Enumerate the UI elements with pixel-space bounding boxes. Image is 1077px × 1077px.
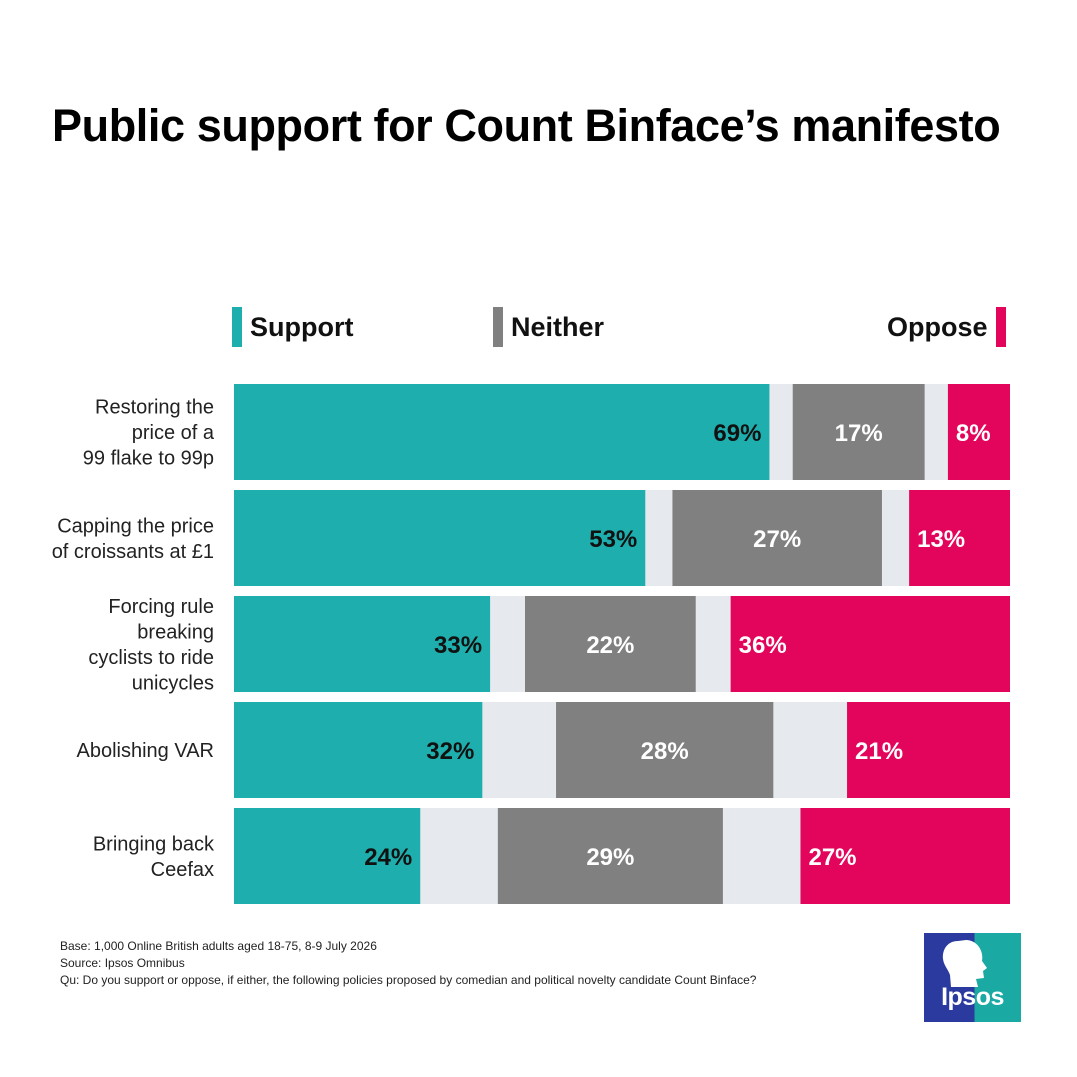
legend-neither-label: Neither [511, 311, 605, 342]
bar-support [234, 384, 770, 480]
data-label-support: 33% [434, 632, 482, 659]
data-label-neither: 22% [586, 632, 634, 659]
category-label: Abolishing VAR [77, 740, 214, 762]
bar-support [234, 490, 646, 586]
bar-neither [497, 808, 723, 904]
bar-neither [525, 596, 696, 692]
legend-support-label: Support [250, 311, 354, 342]
legend-oppose-swatch [995, 307, 1006, 347]
category-label: Bringing back Ceefax [93, 833, 215, 881]
bar-oppose [847, 702, 1010, 798]
footnote-question: Qu: Do you support or oppose, if either,… [60, 973, 757, 987]
data-label-neither: 29% [586, 844, 634, 871]
data-label-support: 53% [589, 526, 637, 553]
data-label-support: 69% [713, 420, 761, 447]
ipsos-head-icon [942, 940, 987, 987]
legend-oppose: Oppose [887, 307, 1006, 347]
bar-neither [672, 490, 882, 586]
bar-oppose [800, 808, 1010, 904]
legend-neither: Neither [493, 307, 604, 347]
bar-oppose [909, 490, 1010, 586]
data-label-oppose: 21% [855, 738, 903, 765]
bar-neither [556, 702, 774, 798]
data-label-support: 24% [364, 844, 412, 871]
legend-oppose-label: Oppose [887, 311, 988, 342]
data-label-neither: 28% [641, 738, 689, 765]
bar-support [234, 808, 421, 904]
footnote-base: Base: 1,000 Online British adults aged 1… [60, 939, 377, 953]
category-label: Capping the price of croissants at £1 [52, 515, 214, 563]
data-label-neither: 17% [835, 420, 883, 447]
legend-support-swatch [232, 307, 242, 347]
data-label-oppose: 13% [917, 526, 965, 553]
category-label: Restoring the price of a 99 flake to 99p [83, 397, 215, 470]
data-label-oppose: 36% [739, 632, 787, 659]
bar-support [234, 702, 483, 798]
footnotes: Base: 1,000 Online British adults aged 1… [60, 938, 756, 989]
footnote-source: Source: Ipsos Omnibus [60, 956, 185, 970]
bar-neither [792, 384, 925, 480]
bar-oppose [730, 596, 1010, 692]
category-label: Forcing rule breaking cyclists to ride unic… [88, 596, 214, 695]
legend-support: Support [232, 307, 353, 347]
legend-neither-swatch [493, 307, 503, 347]
data-label-oppose: 8% [956, 420, 991, 447]
data-label-support: 32% [426, 738, 474, 765]
data-label-neither: 27% [753, 526, 801, 553]
data-label-oppose: 27% [808, 844, 856, 871]
ipsos-logo-text: Ipsos [941, 983, 1004, 1011]
bar-support [234, 596, 491, 692]
chart-title: Public support for Count Binface’s manif… [52, 100, 1001, 151]
ipsos-logo: Ipsos [924, 933, 1021, 1022]
bar-oppose [947, 384, 1010, 480]
